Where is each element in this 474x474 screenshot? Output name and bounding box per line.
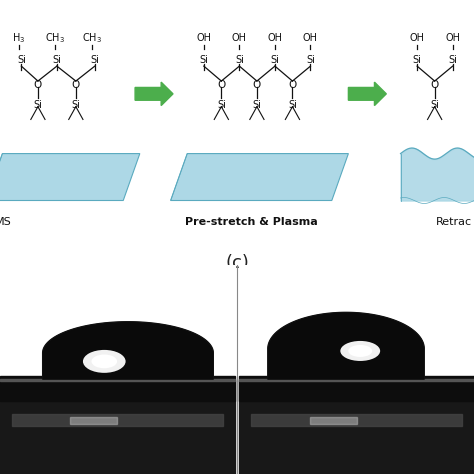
Text: (c): (c) <box>225 255 249 273</box>
Ellipse shape <box>91 355 117 368</box>
Polygon shape <box>268 312 424 379</box>
Bar <box>239 265 474 380</box>
Polygon shape <box>171 154 348 201</box>
Text: Si: Si <box>72 100 80 109</box>
Text: O: O <box>288 80 297 91</box>
Text: Pre-stretch & Plasma: Pre-stretch & Plasma <box>185 217 318 227</box>
Polygon shape <box>171 154 187 201</box>
Ellipse shape <box>340 341 380 361</box>
Ellipse shape <box>83 350 126 373</box>
Text: CH$_3$: CH$_3$ <box>82 31 102 46</box>
Text: Si: Si <box>91 55 99 65</box>
Text: Si: Si <box>413 55 421 65</box>
Text: Si: Si <box>235 55 244 65</box>
Bar <box>70 417 117 424</box>
Polygon shape <box>43 322 213 379</box>
Bar <box>0 376 235 401</box>
Text: Si: Si <box>217 100 226 109</box>
Text: OH: OH <box>445 33 460 44</box>
Text: Retrac: Retrac <box>436 217 472 227</box>
Text: OH: OH <box>196 33 211 44</box>
Text: CH$_3$: CH$_3$ <box>45 31 64 46</box>
Text: O: O <box>430 80 439 91</box>
Text: Si: Si <box>271 55 279 65</box>
Text: Si: Si <box>53 55 61 65</box>
FancyArrow shape <box>135 82 173 106</box>
Text: Si: Si <box>306 55 315 65</box>
Text: OH: OH <box>267 33 283 44</box>
Bar <box>0 380 235 474</box>
Text: Si: Si <box>288 100 297 109</box>
Text: OH: OH <box>232 33 247 44</box>
Text: O: O <box>34 80 42 91</box>
Text: Si: Si <box>253 100 261 109</box>
Text: O: O <box>253 80 261 91</box>
Bar <box>0 379 235 381</box>
Text: O: O <box>72 80 80 91</box>
Bar <box>310 417 356 424</box>
Polygon shape <box>0 154 140 201</box>
Bar <box>239 376 474 401</box>
Text: Si: Si <box>200 55 208 65</box>
FancyArrow shape <box>348 82 386 106</box>
Bar <box>12 413 223 426</box>
Text: Si: Si <box>448 55 457 65</box>
Polygon shape <box>0 154 2 201</box>
Bar <box>239 380 474 474</box>
Text: MS: MS <box>0 217 12 227</box>
Ellipse shape <box>348 345 372 357</box>
Text: OH: OH <box>410 33 425 44</box>
Bar <box>251 413 462 426</box>
Bar <box>239 379 474 381</box>
Text: OH: OH <box>303 33 318 44</box>
Text: Si: Si <box>34 100 42 109</box>
Bar <box>0 265 235 380</box>
Text: Si: Si <box>430 100 439 109</box>
Text: H$_3$: H$_3$ <box>12 31 26 46</box>
Text: O: O <box>217 80 226 91</box>
Text: Si: Si <box>17 55 26 65</box>
